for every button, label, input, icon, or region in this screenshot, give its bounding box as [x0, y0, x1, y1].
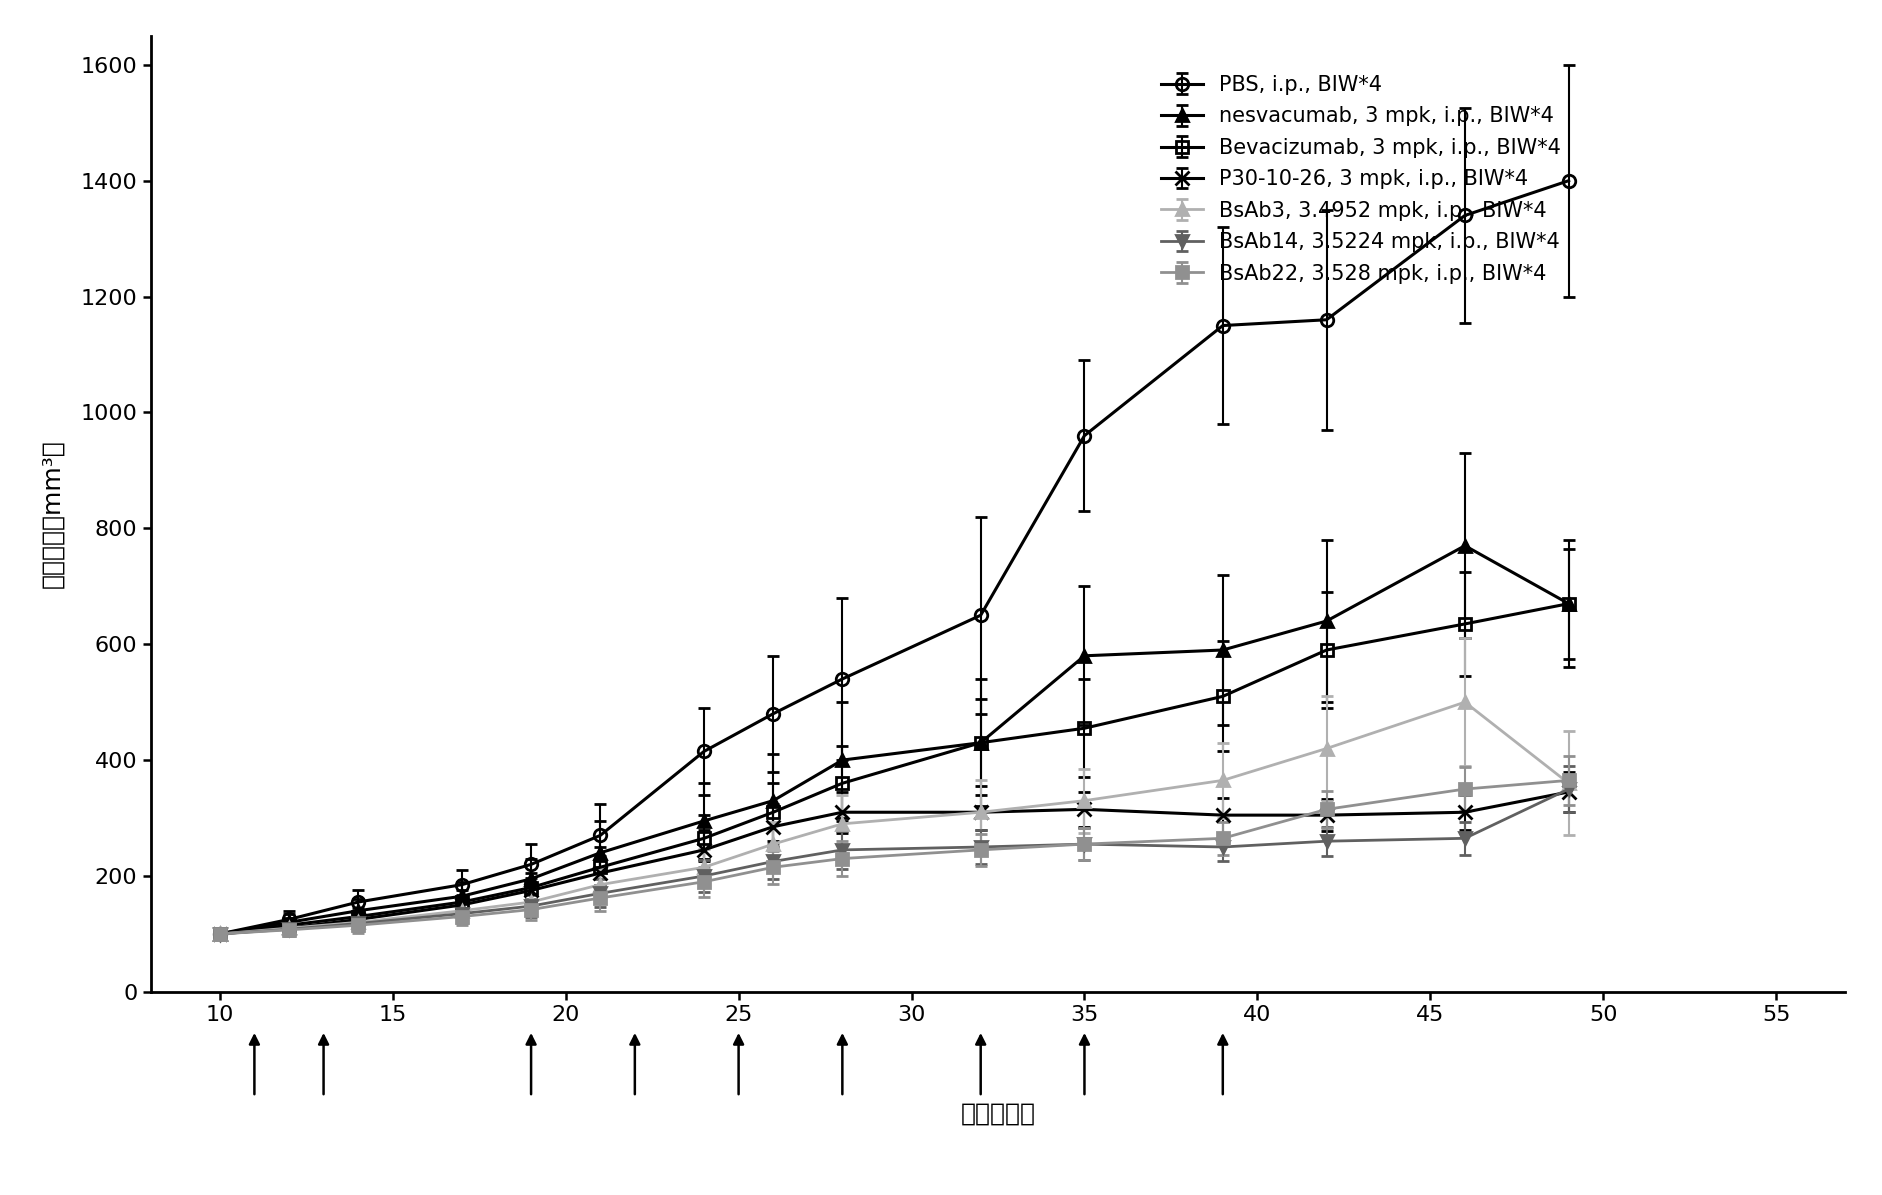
Legend: PBS, i.p., BIW*4, nesvacumab, 3 mpk, i.p., BIW*4, Bevacizumab, 3 mpk, i.p., BIW*: PBS, i.p., BIW*4, nesvacumab, 3 mpk, i.p… [1161, 75, 1560, 283]
X-axis label: 接种后天数: 接种后天数 [960, 1102, 1035, 1126]
Y-axis label: 肜瘤体积（mm³）: 肜瘤体积（mm³） [40, 440, 64, 588]
